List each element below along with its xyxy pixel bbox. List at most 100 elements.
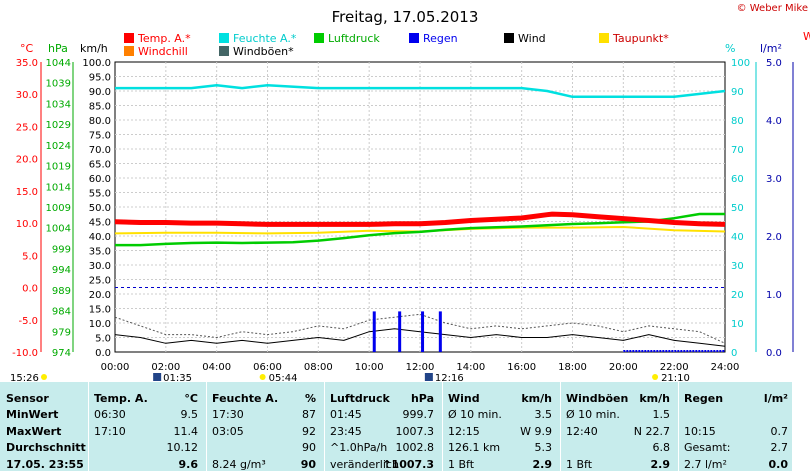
tick-label-kmh: 10.0 — [89, 319, 111, 330]
legend-dew: Taupunkt* — [612, 32, 669, 45]
x-tick-label: 18:00 — [558, 362, 587, 373]
table-cell-gust-value: N 22.7 — [633, 424, 670, 438]
table-cell-hum-time: 03:05 — [212, 424, 244, 438]
tick-label-celsius: 15.0 — [16, 187, 38, 198]
tick-label-hpa: 994 — [52, 265, 71, 276]
rain-bar — [372, 311, 376, 352]
tick-label-kmh: 100.0 — [82, 58, 111, 69]
table-cell-temp-time: 06:30 — [94, 408, 126, 421]
tick-label-kmh: 55.0 — [89, 189, 111, 200]
table-cell-hum-value: 90 — [302, 441, 316, 454]
table-header-temp: Temp. A. — [94, 392, 148, 405]
x-tick-label: 04:00 — [202, 362, 231, 373]
table-header-rain: Regen — [684, 392, 724, 405]
unit-pct: % — [725, 42, 735, 55]
tick-label-celsius: -5.0 — [18, 316, 38, 327]
x-tick-label: 14:00 — [456, 362, 485, 373]
x-tick-label: 16:00 — [507, 362, 536, 373]
tick-label-hpa: 979 — [52, 327, 71, 338]
legend-hum: Feuchte A.* — [233, 32, 297, 45]
table-header-unit-press: hPa — [410, 392, 434, 405]
table-cell-hum-time: 17:30 — [212, 408, 244, 421]
tick-label-hpa: 999 — [52, 244, 71, 255]
table-cell-wind-time: 126.1 km — [448, 441, 501, 454]
table-cell-rain-time: 2.7 l/m² — [684, 457, 727, 471]
tick-label-kmh: 95.0 — [89, 73, 111, 84]
chart-title: Freitag, 17.05.2013 — [332, 8, 479, 26]
event-marker-label: 05:44 — [269, 373, 298, 382]
x-tick-label: 22:00 — [660, 362, 689, 373]
table-cell-rain-time: 10:15 — [684, 424, 716, 438]
table-header-gust: Windböen — [566, 392, 629, 405]
tick-label-kmh: 30.0 — [89, 261, 111, 272]
moon-icon — [153, 373, 162, 381]
table-cell-press-time: 01:45 — [330, 408, 362, 421]
summary-table: Sensor Temp. A. °C Feuchte A.% Luftdruck hPa W… — [0, 382, 792, 471]
table-header-unit-temp: °C — [184, 392, 198, 405]
legend-swatch-hum — [219, 33, 229, 43]
sun-icon — [259, 374, 266, 380]
table-cell-gust-value: 6.8 — [652, 441, 671, 454]
right-edge-fragment: W — [803, 30, 810, 43]
tick-label-lm2: 0.0 — [766, 348, 782, 359]
legend-swatch-dew — [599, 33, 609, 43]
tick-label-lm2: 1.0 — [766, 290, 782, 301]
table-cell-wind-time: Ø 10 min. — [448, 408, 502, 421]
table-cell-temp-value: 11.4 — [173, 424, 199, 438]
tick-label-hpa: 1024 — [46, 141, 71, 152]
tick-label-lm2: 2.0 — [766, 232, 782, 243]
x-tick-label: 10:00 — [355, 362, 384, 373]
tick-label-celsius: -10.0 — [12, 348, 38, 359]
table-cell-gust-time: 1 Bft — [566, 457, 593, 471]
table-cell-wind-time: 12:15 — [448, 424, 480, 438]
rain-bar — [438, 311, 442, 352]
tick-label-kmh: 85.0 — [89, 102, 111, 113]
table-header-unit-wind: km/h — [521, 392, 552, 405]
legend-swatch-press — [314, 33, 324, 43]
tick-label-celsius: 35.0 — [16, 58, 38, 69]
x-tick-label: 02:00 — [151, 362, 180, 373]
legend-swatch-wind — [504, 33, 514, 43]
tick-label-kmh: 90.0 — [89, 87, 111, 98]
table-cell-wind-value: W 9.9 — [520, 424, 552, 438]
tick-label-celsius: 10.0 — [16, 219, 38, 230]
tick-label-celsius: 30.0 — [16, 90, 38, 101]
x-tick-label: 24:00 — [711, 362, 740, 373]
tick-label-kmh: 70.0 — [89, 145, 111, 156]
table-header-press: Luftdruck — [330, 392, 390, 405]
tick-label-kmh: 75.0 — [89, 131, 111, 142]
tick-label-hpa: 1004 — [46, 224, 71, 235]
tick-label-celsius: 25.0 — [16, 122, 38, 133]
tick-label-pct: 30 — [731, 261, 744, 272]
event-marker-label: 15:26 — [10, 373, 39, 382]
tick-label-kmh: 5.0 — [95, 334, 111, 345]
tick-label-kmh: 65.0 — [89, 160, 111, 171]
unit-lm2: l/m² — [760, 42, 782, 55]
table-cell-gust-time: Ø 10 min. — [566, 408, 620, 421]
moon-icon — [424, 373, 433, 381]
event-marker-label: 01:35 — [163, 373, 192, 382]
legend-rain: Regen — [423, 32, 458, 45]
legend-temp: Temp. A.* — [137, 32, 191, 45]
table-row-label: MinWert — [6, 408, 59, 421]
table-row-label: Durchschnitt — [6, 441, 86, 454]
sun-icon — [41, 374, 47, 380]
legend-swatch-temp — [124, 33, 134, 43]
series-line — [114, 328, 726, 347]
table-header-unit-gust: km/h — [639, 392, 670, 405]
tick-label-celsius: 20.0 — [16, 155, 38, 166]
table-cell-hum-value: 87 — [302, 408, 316, 421]
table-cell-temp-value: 9.5 — [180, 408, 199, 421]
table-cell-temp-value: 10.12 — [166, 441, 199, 454]
series-line — [114, 211, 726, 227]
legend: Temp. A.* Feuchte A.* Luftdruck Regen Wi… — [124, 32, 669, 58]
tick-label-lm2: 4.0 — [766, 116, 782, 127]
rain-bar — [398, 311, 402, 352]
legend-windchill: Windchill — [138, 45, 188, 58]
table-header-unit-rain: l/m² — [763, 392, 788, 405]
series-line — [115, 83, 726, 99]
weather-chart: Freitag, 17.05.2013 © Weber Mike Temp. A… — [10, 3, 810, 382]
copyright: © Weber Mike — [737, 3, 808, 14]
tick-label-pct: 90 — [731, 87, 744, 98]
table-cell-press-value: ↑1007.3 — [382, 457, 434, 471]
